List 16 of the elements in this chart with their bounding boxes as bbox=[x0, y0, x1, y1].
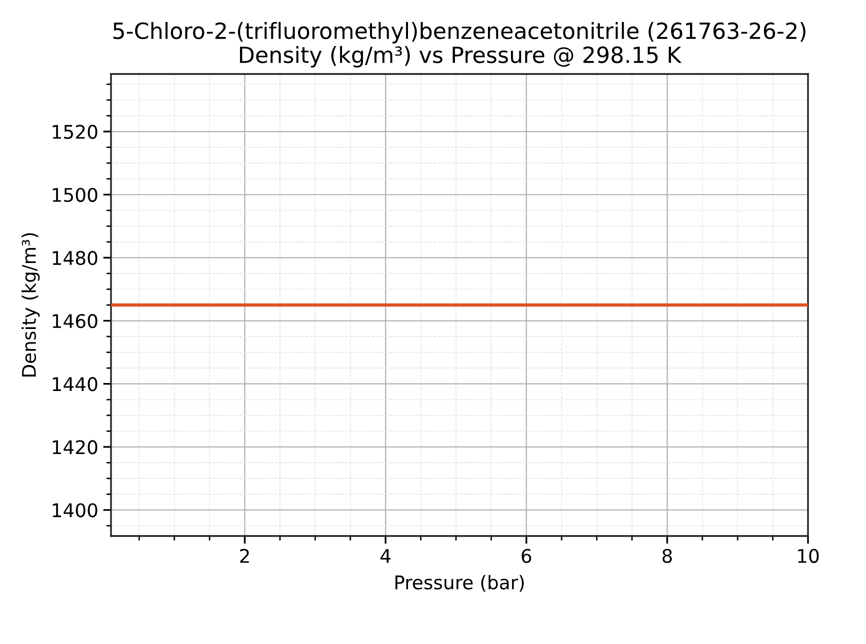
y-tick-label: 1460 bbox=[52, 314, 98, 328]
x-tick-label: 2 bbox=[240, 548, 249, 563]
x-tick-label: 6 bbox=[522, 548, 532, 564]
y-axis-title: Density (kg/m³) bbox=[22, 233, 40, 377]
x-tick-label: 10 bbox=[798, 548, 819, 564]
y-tick-label: 1400 bbox=[52, 503, 98, 518]
chart-subtitle: Density (kg/m³) vs Pressure @ 298.15 K bbox=[240, 46, 682, 68]
x-tick-label: 8 bbox=[662, 548, 672, 564]
y-tick-label: 1520 bbox=[52, 124, 98, 139]
x-tick-label: 4 bbox=[380, 549, 390, 563]
y-tick-label: 1420 bbox=[52, 440, 98, 454]
y-tick-label: 1440 bbox=[52, 377, 98, 392]
y-tick-label: 1500 bbox=[52, 188, 98, 202]
chart-title: 5-Chloro-2-(trifluoromethyl)benzeneacetonitrile (261763-26-2) bbox=[113, 22, 806, 44]
x-axis-title: Pressure (bar) bbox=[395, 574, 524, 592]
y-tick-label: 1480 bbox=[52, 250, 98, 266]
